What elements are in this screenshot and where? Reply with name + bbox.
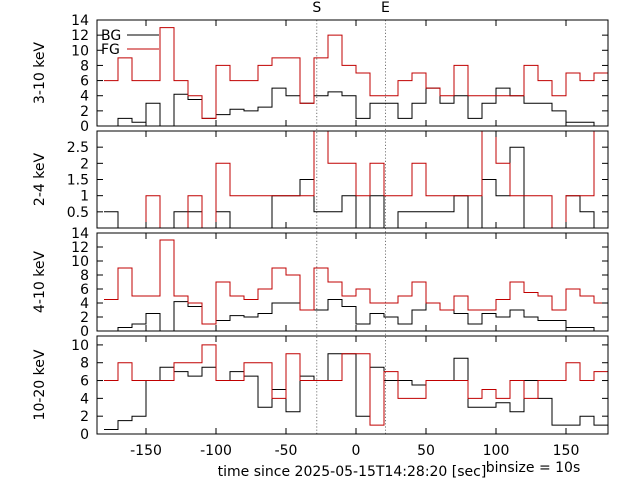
- series-fg-2-4-kev: [104, 130, 608, 229]
- x-tick-label: 100: [483, 443, 510, 459]
- y-axis-title-4-10-kev: 4-10 keV: [32, 251, 48, 313]
- y-axis-title-3-10-kev: 3-10 keV: [32, 42, 48, 104]
- x-tick-label: 0: [352, 443, 361, 459]
- y-tick-label: 4: [80, 391, 89, 407]
- x-tick-label: -150: [130, 443, 162, 459]
- panel-frame: [96, 335, 609, 435]
- series-fg-4-10-kev: [104, 239, 608, 325]
- y-tick-label: 6: [80, 282, 89, 298]
- y-tick-label: 14: [71, 13, 89, 29]
- y-tick-label: 12: [71, 28, 89, 44]
- x-tick-label: -100: [200, 443, 232, 459]
- y-tick-label: 8: [80, 58, 89, 74]
- y-tick-label: 10: [71, 43, 89, 59]
- y-tick-label: 2: [80, 310, 89, 326]
- x-tick-label: -50: [275, 443, 298, 459]
- x-tick-label: 150: [553, 443, 580, 459]
- y-tick-label: 14: [71, 226, 89, 242]
- x-axis: -150 -100 -50 0 50 100 150: [130, 443, 579, 459]
- panel-frame: [96, 19, 609, 127]
- y-tick-label: 1: [80, 189, 89, 205]
- marker-label-e: E: [381, 0, 390, 16]
- y-tick-label: 6: [80, 74, 89, 90]
- y-tick-label: 10: [71, 254, 89, 270]
- panel-frame: [96, 232, 609, 332]
- panel-10-20-kev: 0 2 46 8 10 10-20 keV: [32, 335, 609, 443]
- binsize-note: binsize = 10s: [486, 460, 581, 476]
- legend-label-fg: FG: [101, 42, 120, 58]
- series-fg-10-20-kev: [104, 344, 608, 426]
- marker-label-s: S: [312, 0, 321, 16]
- marker-lines-layer: [316, 20, 386, 434]
- y-tick-label: 12: [71, 240, 89, 256]
- y-tick-label: 4: [80, 296, 89, 312]
- y-tick-label: 0.5: [67, 205, 89, 221]
- y-tick-label: 1.5: [67, 173, 89, 189]
- legend: BG FG: [101, 28, 159, 58]
- x-axis-title: time since 2025-05-15T14:28:20 [sec]: [218, 464, 487, 480]
- panel-2-4-kev: 0.511.522.5 2-4 keV: [32, 130, 609, 229]
- y-tick-label: 4: [80, 89, 89, 105]
- y-tick-label: 6: [80, 374, 89, 390]
- x-tick-label: 50: [417, 443, 435, 459]
- y-tick-label: 2: [80, 104, 89, 120]
- y-tick-label: 0: [80, 427, 89, 443]
- y-tick-label: 0: [80, 324, 89, 340]
- series-fg-3-10-kev: [104, 27, 608, 119]
- legend-label-bg: BG: [101, 28, 121, 44]
- y-tick-label: 0: [80, 119, 89, 135]
- y-tick-label: 8: [80, 268, 89, 284]
- y-tick-label: 10: [71, 338, 89, 354]
- y-axis-title-2-4-kev: 2-4 keV: [32, 153, 48, 207]
- y-tick-label: 2.5: [67, 140, 89, 156]
- y-tick-label: 2: [80, 409, 89, 425]
- y-tick-label: 2: [80, 156, 89, 172]
- series-bg-10-20-kev: [104, 353, 608, 430]
- y-tick-label: 8: [80, 356, 89, 372]
- y-axis-title-10-20-kev: 10-20 keV: [32, 349, 48, 420]
